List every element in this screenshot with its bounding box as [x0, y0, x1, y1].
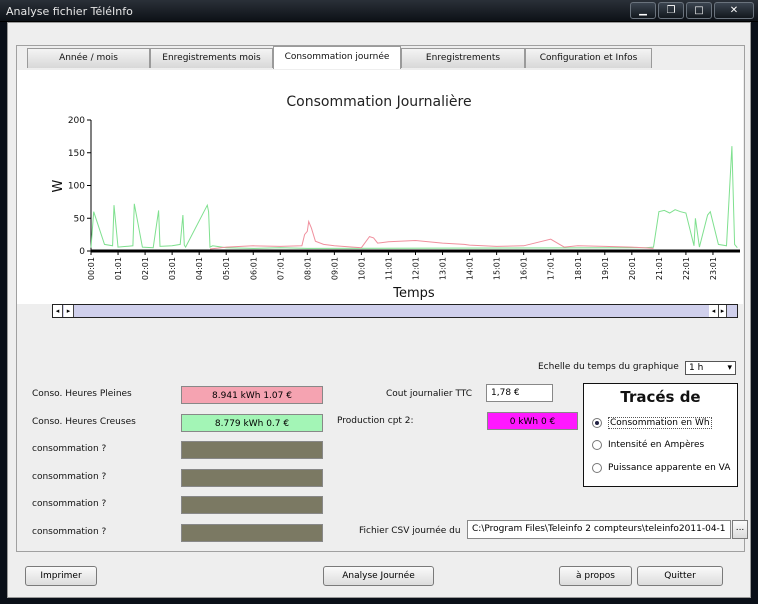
row-value [181, 468, 323, 487]
row-label: consommation ? [32, 471, 107, 482]
scroll-left-arrow-icon[interactable]: ◂ [53, 305, 63, 317]
row-label: consommation ? [32, 444, 107, 455]
chart-scrollbar[interactable]: ◂ ▸ ◂ ▸ [52, 304, 738, 318]
tab-annee-mois[interactable]: Année / mois [27, 48, 150, 68]
print-button[interactable]: Imprimer [25, 566, 97, 586]
radio-puissance[interactable]: Puissance apparente en VA [592, 463, 730, 473]
row-value [181, 524, 323, 542]
maximize-button[interactable]: □ [686, 2, 712, 19]
close-button[interactable]: ✕ [714, 2, 754, 19]
row-value [181, 496, 323, 515]
row-label: Conso. Heures Pleines [32, 389, 132, 399]
window-controls: ▁ ❐ □ ✕ [630, 2, 754, 19]
tab-bar: Année / mois Enregistrements mois Consom… [27, 46, 652, 82]
minimize-button[interactable]: ▁ [630, 2, 656, 19]
csv-path-field[interactable]: C:\Program Files\Teleinfo 2 compteurs\te… [467, 520, 731, 539]
scroll-left-step-icon[interactable]: ▸ [64, 305, 74, 317]
row-label: consommation ? [32, 499, 107, 510]
radio-consommation-label: Consommation en Wh [608, 417, 712, 429]
row-label: consommation ? [32, 527, 107, 537]
row-value: 8.941 kWh 1.07 € [181, 386, 323, 404]
chart-title: Consommation Journalière [286, 94, 472, 110]
radio-intensite-label: Intensité en Ampères [608, 440, 705, 450]
row-label: Conso. Heures Creuses [32, 416, 136, 427]
tab-enregistrements-journee[interactable]: Enregistrements journée [401, 48, 525, 82]
restore-button[interactable]: ❐ [658, 2, 684, 19]
about-button[interactable]: à propos [559, 566, 632, 586]
chevron-down-icon: ▾ [727, 363, 732, 373]
traces-heading: Tracés de [620, 388, 701, 406]
scale-select[interactable]: 1 h ▾ [685, 361, 736, 375]
scale-select-value: 1 h [689, 363, 704, 373]
quit-button[interactable]: Quitter [637, 566, 723, 586]
radio-puissance-label: Puissance apparente en VA [608, 463, 731, 473]
cost-label: Cout journalier TTC [386, 389, 473, 399]
production-label: Production cpt 2: [337, 416, 414, 426]
csv-label: Fichier CSV journée du [359, 526, 461, 536]
row-value [181, 441, 323, 460]
scroll-right-arrow-icon[interactable]: ▸ [719, 305, 727, 317]
traces-panel: Tracés de Consommation en Wh Intensité e… [583, 383, 738, 487]
scale-label: Echelle du temps du graphique [538, 362, 679, 372]
tab-configuration-infos[interactable]: Configuration et Infos [525, 48, 652, 68]
cost-field: 1,78 € [486, 384, 553, 402]
window-title: Analyse fichier TéléInfo [6, 5, 133, 18]
radio-consommation-indicator[interactable] [592, 418, 602, 428]
radio-consommation[interactable]: Consommation en Wh [592, 417, 712, 429]
analyse-journee-button[interactable]: Analyse Journée [323, 566, 434, 586]
browse-button[interactable]: ... [732, 520, 748, 539]
tab-enregistrements-mois[interactable]: Enregistrements mois [150, 48, 273, 68]
title-bar: Analyse fichier TéléInfo ▁ ❐ □ ✕ [0, 0, 758, 22]
radio-intensite[interactable]: Intensité en Ampères [592, 440, 704, 450]
production-value: 0 kWh 0 € [487, 412, 578, 430]
row-value: 8.779 kWh 0.7 € [181, 413, 323, 432]
scroll-right-step-icon[interactable]: ◂ [709, 305, 719, 317]
radio-puissance-indicator[interactable] [592, 463, 602, 473]
tab-consommation-journee[interactable]: Consommation journée [273, 46, 401, 69]
radio-intensite-indicator[interactable] [592, 440, 602, 450]
